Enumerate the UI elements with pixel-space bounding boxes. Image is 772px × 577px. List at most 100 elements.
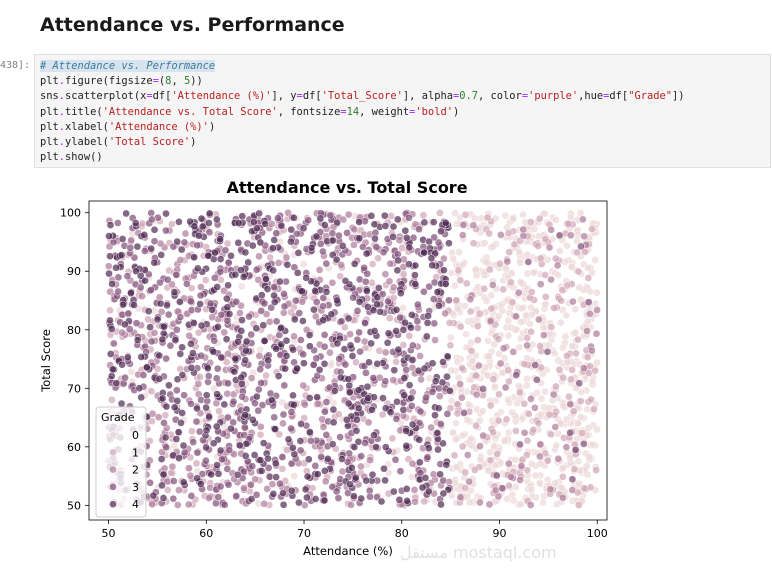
scatter-point (146, 323, 154, 332)
scatter-point (431, 336, 439, 344)
scatter-point (365, 358, 373, 367)
scatter-point (500, 354, 509, 362)
scatter-point (346, 480, 354, 489)
scatter-point (185, 464, 193, 473)
code-token: , color (478, 90, 522, 103)
scatter-point (551, 254, 560, 263)
scatter-point (527, 485, 536, 494)
scatter-point (405, 260, 413, 269)
scatter-point (367, 211, 376, 220)
scatter-point (296, 446, 305, 455)
code-token: , fontsize (277, 105, 341, 118)
code-token: ) (208, 120, 216, 133)
scatter-point (127, 289, 135, 298)
scatter-point (213, 390, 221, 398)
scatter-point (202, 391, 211, 400)
scatter-point (468, 357, 477, 366)
scatter-point (393, 215, 402, 224)
legend-box (95, 406, 147, 518)
scatter-point (423, 319, 432, 327)
scatter-point (237, 282, 246, 291)
scatter-point (576, 209, 585, 217)
scatter-point (380, 211, 389, 220)
scatter-point (126, 243, 135, 252)
scatter-point (299, 224, 308, 233)
scatter-point (437, 227, 445, 236)
scatter-point (407, 311, 416, 319)
scatter-point (248, 241, 257, 250)
scatter-point (506, 473, 515, 481)
scatter-point (472, 371, 481, 380)
scatter-point (239, 467, 248, 476)
scatter-point (456, 380, 464, 388)
scatter-point (196, 300, 204, 308)
scatter-point (314, 399, 322, 408)
code-token: . (58, 120, 66, 133)
scatter-point (467, 347, 476, 355)
scatter-point (566, 428, 574, 437)
scatter-point (242, 346, 250, 355)
scatter-point (420, 248, 429, 257)
scatter-point (440, 254, 448, 263)
scatter-point (368, 470, 377, 479)
scatter-point (394, 345, 403, 354)
scatter-point (247, 330, 256, 339)
scatter-point (549, 390, 558, 399)
scatter-point (433, 429, 442, 437)
code-cell[interactable] (34, 54, 771, 168)
scatter-point (588, 346, 596, 355)
scatter-point (190, 319, 198, 327)
scatter-point (176, 313, 185, 321)
scatter-point (122, 209, 130, 218)
scatter-point (187, 399, 195, 408)
scatter-point (394, 256, 403, 265)
scatter-point (531, 403, 539, 412)
scatter-point (445, 296, 453, 305)
chart-title: Attendance vs. Total Score (226, 178, 467, 197)
scatter-point (321, 407, 329, 416)
scatter-point (470, 214, 479, 223)
scatter-point (510, 240, 519, 249)
scatter-point (563, 281, 572, 290)
scatter-point (225, 310, 234, 318)
scatter-point (515, 343, 524, 352)
scatter-point (456, 276, 465, 285)
scatter-point (396, 313, 404, 322)
scatter-point (591, 366, 599, 375)
scatter-point (332, 255, 341, 264)
code-token: scatterplot(x (65, 90, 147, 103)
scatter-point (328, 229, 337, 238)
scatter-point (237, 379, 246, 388)
scatter-point (175, 218, 183, 226)
scatter-point (452, 296, 461, 305)
scatter-point (427, 423, 435, 432)
scatter-point (428, 388, 437, 396)
scatter-point (201, 276, 210, 285)
scatter-point (272, 229, 281, 238)
scatter-point (592, 466, 601, 474)
scatter-point (487, 291, 496, 300)
scatter-point (114, 287, 122, 296)
scatter-point (319, 247, 327, 256)
scatter-point (257, 307, 266, 315)
scatter-point (381, 222, 390, 230)
scatter-point (546, 485, 555, 494)
scatter-point (484, 337, 492, 345)
code-token: ,hue (578, 90, 604, 103)
scatter-point (282, 336, 291, 345)
scatter-point (509, 348, 518, 356)
scatter-point (519, 225, 528, 234)
scatter-point (288, 443, 297, 452)
scatter-point (417, 375, 425, 384)
scatter-point (252, 324, 261, 333)
scatter-point (368, 405, 376, 414)
scatter-point (287, 459, 296, 468)
scatter-point (305, 428, 314, 436)
scatter-point (267, 303, 276, 312)
scatter-point (238, 212, 247, 221)
scatter-point (274, 214, 282, 222)
scatter-point (272, 473, 280, 481)
scatter-point (545, 404, 553, 412)
scatter-point (536, 254, 545, 263)
scatter-point (202, 403, 210, 412)
